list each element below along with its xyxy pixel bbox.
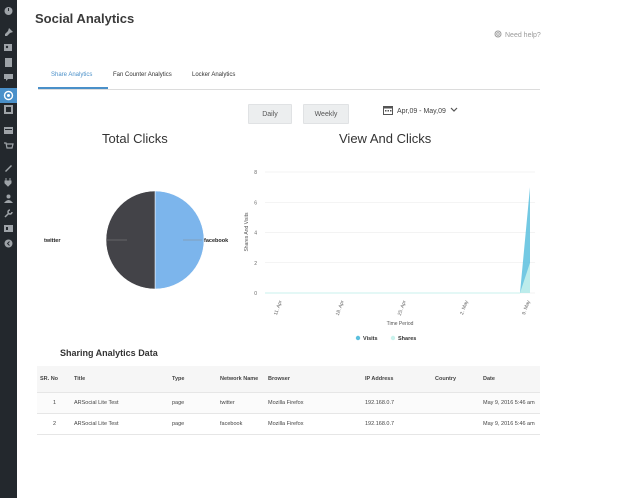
cell-ip: 192.168.0.7 [362,413,432,435]
col-network-name: Network Name [220,375,259,382]
x-tick-label: 25. Apr [397,299,408,316]
col-browser: Browser [268,375,291,382]
cell-ip: 192.168.0.7 [362,392,432,414]
store-icon[interactable] [3,141,14,152]
col-country: Country [435,375,457,382]
pie-label-facebook: facebook [204,238,229,244]
y-tick-label: 8 [254,170,257,176]
forms-icon[interactable] [3,125,14,136]
y-axis-label: Shares And Visits [244,212,250,252]
cell-date: May 9, 2016 5:46 am [480,413,540,435]
x-tick-label: 11. Apr [273,299,284,316]
tools-icon[interactable] [3,208,14,219]
analytics-tabs: Share Analytics Fan Counter Analytics Lo… [38,67,540,90]
legend-visits-swatch [355,335,361,341]
col-sr-no: SR. No [40,375,59,382]
appearance-icon[interactable] [3,162,14,173]
sharing-analytics-table: SR. No Title Type Network Name Browser I… [37,366,540,435]
date-range-picker[interactable]: Apr,09 - May,09 [383,104,458,118]
tab-locker-analytics[interactable]: Locker Analytics [192,72,236,78]
col-date: Date [483,375,495,382]
date-range-label: Apr,09 - May,09 [397,107,446,115]
table-row: 1 ARSocial Lite Test page twitter Mozill… [37,392,540,414]
series-area-shares [265,262,530,293]
series-area-visits [265,187,530,293]
dashboard-icon[interactable] [3,5,14,16]
chevron-down-icon [450,107,458,115]
admin-sidebar [0,0,17,498]
y-tick-label: 0 [254,291,257,297]
cell-country [432,413,480,435]
x-tick-label: 18. Apr [335,299,346,316]
legend-visits[interactable]: Visits [355,335,378,342]
cell-network: twitter [217,392,265,414]
life-ring-icon [494,30,502,40]
y-tick-label: 4 [254,231,257,237]
media-icon[interactable] [3,42,14,53]
cell-sr-no: 2 [37,413,71,435]
collapse-icon[interactable] [3,238,14,249]
weekly-button[interactable]: Weekly [303,104,349,124]
cell-date: May 9, 2016 5:46 am [480,392,540,414]
pie-label-twitter: twitter [44,238,61,244]
table-header-row: SR. No Title Type Network Name Browser I… [37,366,540,393]
cell-country [432,392,480,414]
col-title: Title [74,375,86,382]
legend-shares[interactable]: Shares [390,335,417,342]
cell-browser: Mozilla Firefox [265,413,362,435]
col-type: Type [172,375,185,382]
cell-type: page [169,413,217,435]
cell-sr-no: 1 [37,392,71,414]
cell-title: ARSocial Lite Test [71,392,169,414]
plugins-icon[interactable] [3,177,14,188]
tab-fan-counter-analytics[interactable]: Fan Counter Analytics [113,72,172,78]
comments-icon[interactable] [3,72,14,83]
table-row: 2 ARSocial Lite Test page facebook Mozil… [37,413,540,435]
x-tick-label: 2. May [459,299,470,316]
cell-type: page [169,392,217,414]
cell-title: ARSocial Lite Test [71,413,169,435]
pie-slice-facebook [154,190,205,290]
x-axis-label: Time Period [387,321,414,327]
daily-button[interactable]: Daily [248,104,292,124]
pages-icon[interactable] [3,57,14,68]
calendar-icon [383,105,393,117]
social-icon[interactable] [3,90,14,101]
sharing-analytics-title: Sharing Analytics Data [60,348,158,358]
total-clicks-pie-chart: twitter facebook [44,190,229,290]
legend-visits-label: Visits [363,336,378,342]
page-title: Social Analytics [35,11,135,26]
settings-icon[interactable] [3,223,14,234]
total-clicks-title: Total Clicks [102,131,168,146]
x-tick-label: 9. May [521,299,532,316]
users-icon[interactable] [3,193,14,204]
need-help-link[interactable]: Need help? [494,30,541,40]
active-tab-underline [38,87,108,89]
pin-icon[interactable] [3,27,14,38]
legend-shares-label: Shares [398,336,416,342]
tab-share-analytics[interactable]: Share Analytics [51,72,93,78]
y-tick-label: 6 [254,200,257,206]
col-ip-address: IP Address [365,375,394,382]
y-tick-label: 2 [254,261,257,267]
analytics-icon[interactable] [3,104,14,115]
cell-network: facebook [217,413,265,435]
legend-shares-swatch [390,335,396,341]
view-and-clicks-title: View And Clicks [339,131,432,146]
cell-browser: Mozilla Firefox [265,392,362,414]
need-help-label: Need help? [505,31,541,39]
